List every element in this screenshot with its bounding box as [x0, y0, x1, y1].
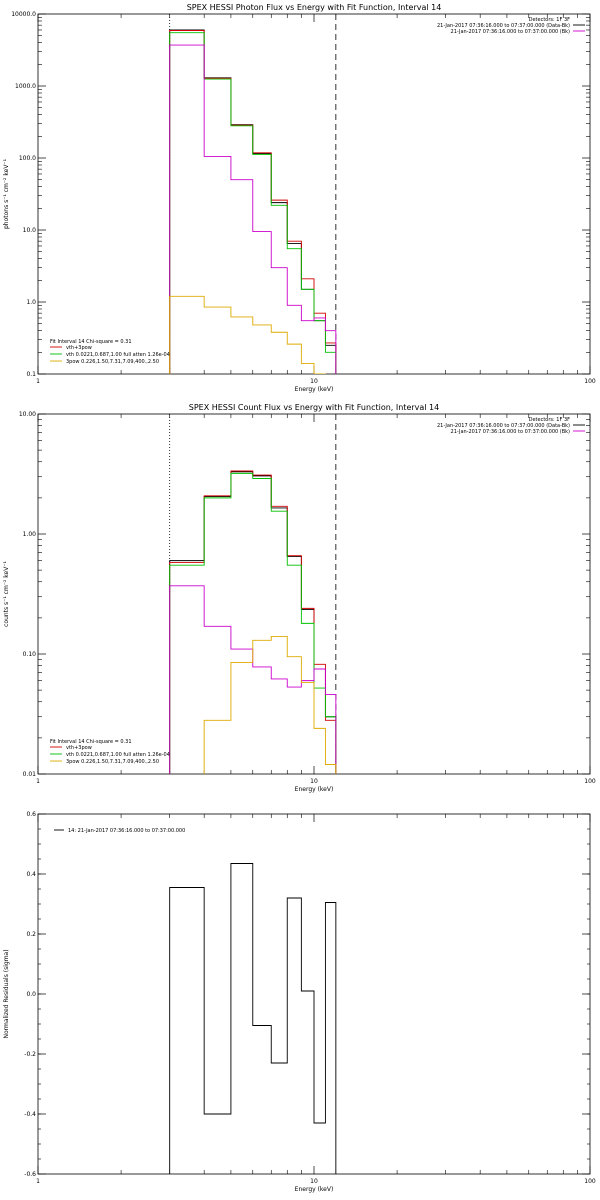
- legend-entry: vth+3pow: [66, 345, 92, 351]
- legend-header: Fit Interval 14 Chi-square = 0.31: [50, 739, 132, 745]
- x-tick-label: 1: [36, 378, 40, 385]
- legend-right-line: 21-Jan-2017 07:36:16.000 to 07:37:00.000…: [451, 429, 571, 435]
- panel-1: [37, 13, 591, 375]
- series-line-1: [169, 863, 337, 1174]
- legend-right-line: 21-Jan-2017 07:36:16.000 to 07:37:00.000…: [451, 29, 571, 35]
- y-tick-label: 0.2: [26, 931, 36, 938]
- series-line-2: [169, 30, 337, 374]
- chart-title: SPEX HESSI Photon Flux vs Energy with Fi…: [187, 3, 442, 12]
- legend-right-line: 21-Jan-2017 07:36:16.000 to 07:37:00.000…: [437, 423, 570, 429]
- y-tick-label: 1.0: [26, 299, 36, 306]
- panel-3: [37, 813, 591, 1175]
- y-tick-label: 100.0: [19, 155, 36, 162]
- legend-right-line: Detectors: 1F 3F: [529, 17, 570, 23]
- legend-entry: vth 0.0221,0.687,1.00 full atten 1.26e-0…: [66, 752, 170, 758]
- y-tick-label: 10000.0: [11, 11, 36, 18]
- y-tick-label: 0.01: [23, 771, 37, 778]
- series-line-5: [169, 636, 337, 774]
- y-tick-label: 0.10: [23, 651, 37, 658]
- y-tick-label: 1000.0: [15, 83, 36, 90]
- y-tick-label: 0.4: [26, 871, 36, 878]
- chart-title: SPEX HESSI Count Flux vs Energy with Fit…: [189, 403, 440, 412]
- legend-entry: 14: 21-Jan-2017 07:36:16.000 to 07:37:00…: [68, 828, 185, 834]
- y-tick-label: 0.0: [26, 991, 36, 998]
- series-line-5: [169, 295, 337, 374]
- series-line-2: [169, 470, 337, 774]
- y-axis-label: photons s⁻¹ cm⁻² keV⁻¹: [3, 158, 10, 229]
- y-tick-label: 10.00: [19, 411, 36, 418]
- legend-entry: 3pow 0.226,1.50,7.31,7.09,400.,2.50: [66, 759, 159, 765]
- x-axis-label: Energy (keV): [295, 786, 334, 793]
- legend-entry: vth+3pow: [66, 745, 92, 751]
- x-axis-label: Energy (keV): [295, 386, 334, 393]
- y-tick-label: 0.6: [26, 811, 36, 818]
- y-tick-label: -0.2: [24, 1051, 36, 1058]
- x-axis-label: Energy (keV): [295, 1186, 334, 1193]
- legend-right-line: 21-Jan-2017 07:36:16.000 to 07:37:00.000…: [437, 23, 570, 29]
- series-line-1: [169, 471, 337, 774]
- x-tick-label: 10: [310, 378, 318, 385]
- x-tick-label: 100: [584, 378, 596, 385]
- series-line-4: [169, 585, 337, 774]
- y-tick-label: -0.6: [24, 1171, 36, 1178]
- legend-right-line: Detectors: 1F 3F: [529, 417, 570, 423]
- panel-2: [37, 413, 591, 775]
- y-tick-label: -0.4: [24, 1111, 36, 1118]
- y-axis-label: Normalized Residuals (sigma): [3, 949, 10, 1038]
- legend-entry: vth 0.0221,0.687,1.00 full atten 1.26e-0…: [66, 352, 170, 358]
- series-line-4: [169, 44, 337, 374]
- x-tick-label: 100: [584, 778, 596, 785]
- y-axis-label: counts s⁻¹ cm⁻² keV⁻¹: [3, 561, 10, 627]
- legend-entry: 3pow 0.226,1.50,7.31,7.09,400.,2.50: [66, 359, 159, 365]
- series-line-3: [169, 472, 337, 774]
- x-tick-label: 1: [36, 1178, 40, 1185]
- legend-header: Fit Interval 14 Chi-square = 0.31: [50, 339, 132, 345]
- x-tick-label: 10: [310, 1178, 318, 1185]
- y-tick-label: 0.1: [26, 371, 36, 378]
- x-tick-label: 10: [310, 778, 318, 785]
- x-tick-label: 100: [584, 1178, 596, 1185]
- y-tick-label: 1.00: [23, 531, 37, 538]
- series-line-3: [169, 32, 337, 374]
- y-tick-label: 10.0: [23, 227, 37, 234]
- x-tick-label: 1: [36, 778, 40, 785]
